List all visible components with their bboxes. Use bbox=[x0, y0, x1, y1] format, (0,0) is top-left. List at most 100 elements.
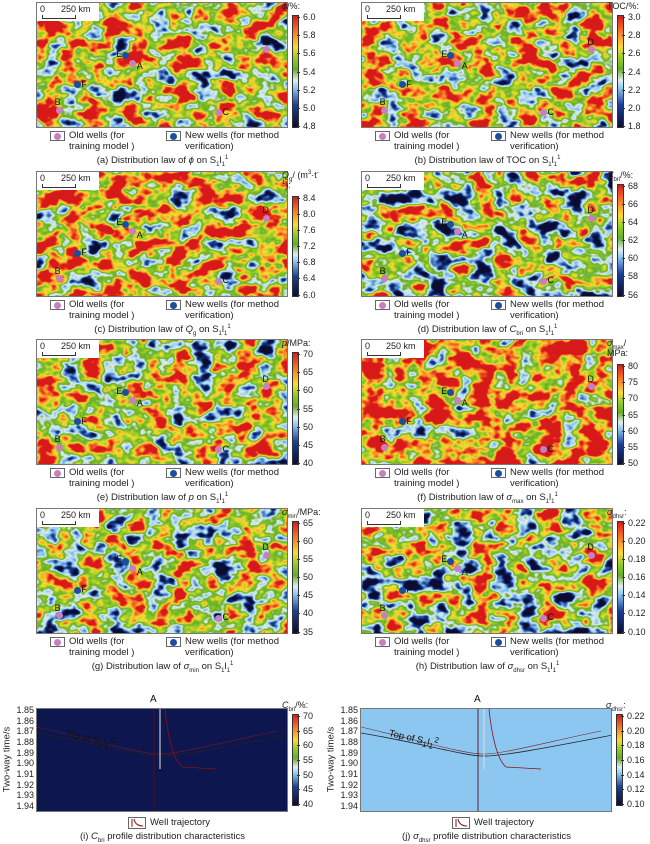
well-marker-E[interactable] bbox=[446, 389, 454, 397]
colorbar-tick-mark bbox=[297, 463, 300, 464]
well-label: B bbox=[379, 97, 386, 108]
scale-distance: 250 km bbox=[61, 341, 91, 351]
colorbar-tick-mark bbox=[297, 716, 300, 717]
colorbar-tick-mark bbox=[297, 213, 300, 215]
colorbar-tick-label: 70 bbox=[303, 711, 314, 721]
well-marker-F[interactable] bbox=[73, 81, 81, 89]
well-marker-E[interactable] bbox=[446, 220, 454, 228]
colorbar-title: Cbri/%: bbox=[607, 170, 633, 183]
well-marker-A[interactable] bbox=[454, 228, 462, 236]
well-marker-D[interactable] bbox=[587, 46, 595, 54]
well-marker-C[interactable] bbox=[539, 277, 547, 285]
well-label: F bbox=[81, 247, 87, 258]
well-marker-A[interactable] bbox=[454, 565, 462, 573]
text-run: 1 bbox=[229, 660, 234, 667]
colorbar-tick-label: 75 bbox=[628, 377, 639, 388]
well-marker-D[interactable] bbox=[587, 383, 595, 391]
well-marker-A[interactable] bbox=[129, 565, 137, 573]
colorbar-tick-label: 0.20 bbox=[628, 535, 646, 546]
text-run: 1 bbox=[224, 491, 229, 498]
well-marker-A[interactable] bbox=[454, 59, 462, 67]
text-run: 1 bbox=[545, 498, 550, 505]
well-marker-F[interactable] bbox=[398, 249, 406, 257]
well-marker-D[interactable] bbox=[262, 551, 270, 559]
legend-text: Old wells (for training model ) bbox=[394, 467, 460, 489]
well-marker-B[interactable] bbox=[56, 106, 64, 114]
scale-bar: 0 250 km bbox=[362, 340, 424, 358]
well-marker-F[interactable] bbox=[73, 249, 81, 257]
well-label: A bbox=[461, 398, 468, 409]
well-label: D bbox=[262, 36, 269, 47]
text-run: 1 bbox=[218, 330, 222, 337]
well-marker-C[interactable] bbox=[539, 614, 547, 622]
well-marker-A[interactable] bbox=[129, 228, 137, 236]
legend-swatch bbox=[491, 636, 506, 647]
well-marker-A[interactable] bbox=[454, 396, 462, 404]
text-run: /%: bbox=[295, 700, 309, 710]
colorbar-tick-mark bbox=[621, 760, 624, 761]
scale-line bbox=[42, 183, 76, 188]
well-marker-C[interactable] bbox=[214, 446, 222, 454]
well-marker-C[interactable] bbox=[214, 109, 222, 117]
well-marker-F[interactable] bbox=[73, 418, 81, 426]
text-run: σ bbox=[507, 660, 514, 672]
new-well-symbol bbox=[170, 638, 177, 646]
well-marker-F[interactable] bbox=[73, 586, 81, 594]
text-run: l bbox=[549, 492, 552, 503]
scale-zero: 0 bbox=[365, 341, 371, 351]
well-marker-F[interactable] bbox=[398, 81, 406, 89]
panel-caption: (f) Distribution law of σmax on S1l11 bbox=[325, 492, 650, 505]
well-marker-D[interactable] bbox=[262, 46, 270, 54]
well-marker-B[interactable] bbox=[56, 275, 64, 283]
scale-line bbox=[367, 15, 401, 19]
y-tick-label: 1.86 bbox=[340, 715, 358, 726]
well-label: F bbox=[81, 415, 87, 426]
well-marker-D[interactable] bbox=[587, 214, 595, 222]
text-run: ·t bbox=[311, 169, 317, 180]
text-run: profile distribution characteristics bbox=[104, 831, 246, 842]
well-marker-E[interactable] bbox=[121, 52, 129, 60]
colorbar-tick-label: 0.16 bbox=[628, 572, 646, 582]
profile-band bbox=[361, 709, 611, 811]
well-marker-D[interactable] bbox=[587, 551, 595, 559]
well-marker-E[interactable] bbox=[121, 220, 129, 228]
well-marker-B[interactable] bbox=[381, 443, 389, 451]
text-run: dhsr bbox=[612, 513, 625, 520]
well-marker-E[interactable] bbox=[121, 389, 129, 397]
well-marker-E[interactable] bbox=[446, 557, 454, 565]
well-marker-C[interactable] bbox=[539, 109, 547, 117]
panel-caption: (j) σdhsr profile distribution character… bbox=[324, 831, 649, 844]
y-tick-label: 1.85 bbox=[16, 705, 34, 715]
text-run: ϕ bbox=[282, 1, 288, 11]
well-marker-B[interactable] bbox=[381, 612, 389, 620]
distribution-map: 0 250 km A B C D E F bbox=[36, 2, 288, 128]
well-marker-F[interactable] bbox=[398, 418, 406, 426]
map-panel: 0 250 km A B C D E F Qg/ (m3·t-1): 8.4 8.0 7.6 7.2 6.… bbox=[0, 169, 325, 337]
text-run: /MPa: bbox=[287, 338, 311, 348]
colorbar-tick-mark bbox=[622, 276, 625, 278]
well-marker-B[interactable] bbox=[56, 612, 64, 620]
well-marker-D[interactable] bbox=[262, 214, 270, 222]
map-panel: 0 250 km A B C D E F Cbri/%: 68 66 64 62 60 58 56 Old we… bbox=[325, 169, 650, 337]
well-marker-C[interactable] bbox=[539, 446, 547, 454]
well-marker-B[interactable] bbox=[381, 275, 389, 283]
well-marker-C[interactable] bbox=[214, 277, 222, 285]
well-marker-B[interactable] bbox=[56, 443, 64, 451]
well-label: C bbox=[222, 106, 229, 117]
distribution-map: 0 250 km A B C D E F bbox=[361, 507, 613, 634]
well-marker-C[interactable] bbox=[214, 614, 222, 622]
colorbar-tick-mark bbox=[621, 774, 624, 776]
well-marker-E[interactable] bbox=[446, 52, 454, 60]
legend-text: Old wells (for training model ) bbox=[394, 298, 460, 321]
distribution-map: 0 250 km A B C D E F bbox=[361, 339, 613, 465]
colorbar-tick-label: 45 bbox=[303, 439, 314, 450]
well-marker-A[interactable] bbox=[129, 59, 137, 67]
well-marker-D[interactable] bbox=[262, 383, 270, 391]
well-marker-B[interactable] bbox=[381, 106, 389, 114]
well-marker-F[interactable] bbox=[398, 586, 406, 594]
text-run: σ bbox=[607, 506, 613, 517]
y-tick-label: 1.90 bbox=[16, 758, 34, 769]
colorbar-tick-label: 2.6 bbox=[628, 48, 641, 59]
well-marker-A[interactable] bbox=[129, 396, 137, 404]
well-marker-E[interactable] bbox=[121, 557, 129, 565]
